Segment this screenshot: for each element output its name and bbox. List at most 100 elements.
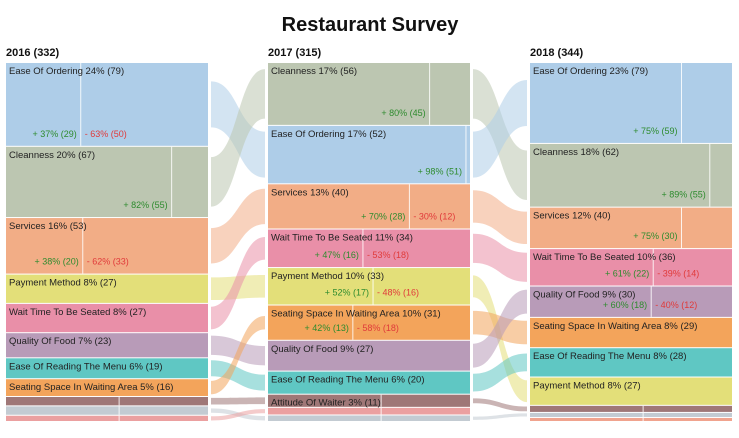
flow-services-0 <box>211 188 265 264</box>
bar-rect <box>6 146 208 218</box>
bar-label: Cleanness 17% (56) <box>271 66 357 77</box>
bar-payment-method: Payment Method 10% (33) + 52% (17) - 48% (… <box>268 268 470 305</box>
column-2: 2017 (315) Cleanness 17% (56) + 80% (45) Ea… <box>268 47 470 421</box>
bar-services: Services 12% (40) + 75% (30) <box>530 207 732 249</box>
flow-wait-time-to-be-seated-0 <box>211 236 265 330</box>
bar-quality-of-food: Quality Of Food 9% (27) <box>268 340 470 371</box>
bar-wait-time-to-be-seated: Wait Time To Be Seated 10% (36) + 61% (22… <box>530 249 732 286</box>
flow-other-2-0 <box>211 409 265 421</box>
bar-seating-space-in-waiting-area: Seating Space In Waiting Area 5% (16) <box>6 379 208 396</box>
flow-layer <box>211 69 527 421</box>
negative-share: - 58% (18) <box>357 323 399 333</box>
bar-rect <box>268 305 470 340</box>
flow-attitude-of-waiter-0 <box>211 397 265 405</box>
bar-rect <box>530 348 732 377</box>
bar-label: Quality Of Food 9% (30) <box>533 290 635 301</box>
bar-other-1 <box>6 406 208 415</box>
negative-share: - 63% (50) <box>85 129 127 139</box>
bar-rect <box>530 377 732 405</box>
bar-attitude-of-waiter: Attitude Of Waiter 3% (11) <box>268 394 470 409</box>
bar-rect <box>530 317 732 348</box>
bar-label: Quality Of Food 7% (23) <box>9 336 111 347</box>
bar-cleanness: Cleanness 20% (67) + 82% (55) <box>6 146 208 218</box>
bar-rect <box>6 415 208 421</box>
bar-rect <box>6 396 208 406</box>
bar-rect <box>268 268 470 305</box>
bar-rect <box>6 358 208 379</box>
bar-label: Cleanness 20% (67) <box>9 150 95 161</box>
bar-rect <box>268 371 470 394</box>
positive-share: + 38% (20) <box>34 257 78 267</box>
bar-other-1 <box>530 412 732 417</box>
bar-label: Quality Of Food 9% (27) <box>271 344 373 355</box>
bar-seating-space-in-waiting-area: Seating Space In Waiting Area 8% (29) <box>530 317 732 348</box>
flow-cleanness-0 <box>211 69 265 207</box>
bar-rect <box>530 417 732 421</box>
bar-rect <box>530 249 732 286</box>
bar-label: Ease Of Reading The Menu 6% (19) <box>9 361 163 372</box>
bar-label: Services 13% (40) <box>271 187 349 198</box>
bar-label: Payment Method 10% (33) <box>271 271 384 282</box>
bar-label: Wait Time To Be Seated 10% (36) <box>533 252 676 263</box>
flow-wait-time-to-be-seated-1 <box>473 233 527 282</box>
positive-share: + 42% (13) <box>305 323 349 333</box>
bar-other-2 <box>6 415 208 421</box>
bar-ease-of-reading-the-menu: Ease Of Reading The Menu 6% (20) <box>268 371 470 394</box>
bar-cleanness: Cleanness 17% (56) + 80% (45) <box>268 63 470 125</box>
bar-label: Seating Space In Waiting Area 5% (16) <box>9 382 173 393</box>
flow-other-1-1 <box>473 413 527 420</box>
flow-ease-of-ordering-1 <box>473 79 527 178</box>
bar-rect <box>530 286 732 317</box>
bar-rect <box>530 412 732 417</box>
negative-share: - 39% (14) <box>657 269 699 279</box>
column-3: 2018 (344) Ease Of Ordering 23% (79) + 75%… <box>530 47 732 421</box>
negative-share: - 62% (33) <box>87 257 129 267</box>
flow-seating-space-in-waiting-area-0 <box>211 315 265 395</box>
column-1: 2016 (332) Ease Of Ordering 24% (79) + 37%… <box>6 47 208 421</box>
bar-rect <box>268 394 470 407</box>
negative-share: - 53% (18) <box>367 250 409 260</box>
bar-rect <box>268 229 470 268</box>
bar-cleanness: Cleanness 18% (62) + 89% (55) <box>530 143 732 207</box>
bar-rect <box>6 218 208 274</box>
bar-rect <box>268 340 470 371</box>
bar-rect <box>530 207 732 249</box>
bar-rect <box>268 415 470 421</box>
chart-title: Restaurant Survey <box>282 14 460 36</box>
negative-share: - 48% (16) <box>377 288 419 298</box>
positive-share: + 75% (30) <box>633 231 677 241</box>
bar-label: Services 16% (53) <box>9 221 87 232</box>
bar-label: Cleanness 18% (62) <box>533 147 619 158</box>
bar-rect <box>6 303 208 333</box>
positive-share: + 52% (17) <box>325 288 369 298</box>
bar-label: Ease Of Reading The Menu 6% (20) <box>271 375 425 386</box>
bar-quality-of-food: Quality Of Food 7% (23) <box>6 333 208 358</box>
positive-share: + 37% (29) <box>32 129 76 139</box>
positive-share: + 89% (55) <box>661 190 705 200</box>
bar-attitude-of-waiter <box>6 396 208 406</box>
bar-rect <box>268 407 470 415</box>
bar-other-3 <box>530 417 732 421</box>
positive-share: + 60% (18) <box>603 300 647 310</box>
column-header: 2018 (344) <box>530 47 584 59</box>
bar-quality-of-food: Quality Of Food 9% (30)+ 60% (18) - 40% (… <box>530 286 732 317</box>
bar-other-1 <box>268 415 470 421</box>
bar-label: Attitude Of Waiter 3% (11) <box>271 398 381 409</box>
bar-label: Ease Of Reading The Menu 8% (28) <box>533 351 687 362</box>
bar-payment-method: Payment Method 8% (27) <box>6 274 208 303</box>
bar-rect <box>530 63 732 143</box>
positive-share: + 98% (51) <box>418 166 462 176</box>
bar-rect <box>530 143 732 207</box>
bar-wait-time-to-be-seated: Wait Time To Be Seated 11% (34) + 47% (16… <box>268 229 470 268</box>
bar-label: Wait Time To Be Seated 8% (27) <box>9 307 146 318</box>
bar-ease-of-reading-the-menu: Ease Of Reading The Menu 6% (19) <box>6 358 208 379</box>
positive-share: + 75% (59) <box>633 126 677 136</box>
bar-ease-of-ordering: Ease Of Ordering 24% (79) + 37% (29) - 63%… <box>6 63 208 146</box>
bar-rect <box>6 333 208 358</box>
bar-wait-time-to-be-seated: Wait Time To Be Seated 8% (27) <box>6 303 208 333</box>
bar-label: Payment Method 8% (27) <box>9 278 117 289</box>
flow-attitude-of-waiter-1 <box>473 398 527 412</box>
bar-label: Wait Time To Be Seated 11% (34) <box>271 233 413 244</box>
positive-share: + 70% (28) <box>361 212 405 222</box>
